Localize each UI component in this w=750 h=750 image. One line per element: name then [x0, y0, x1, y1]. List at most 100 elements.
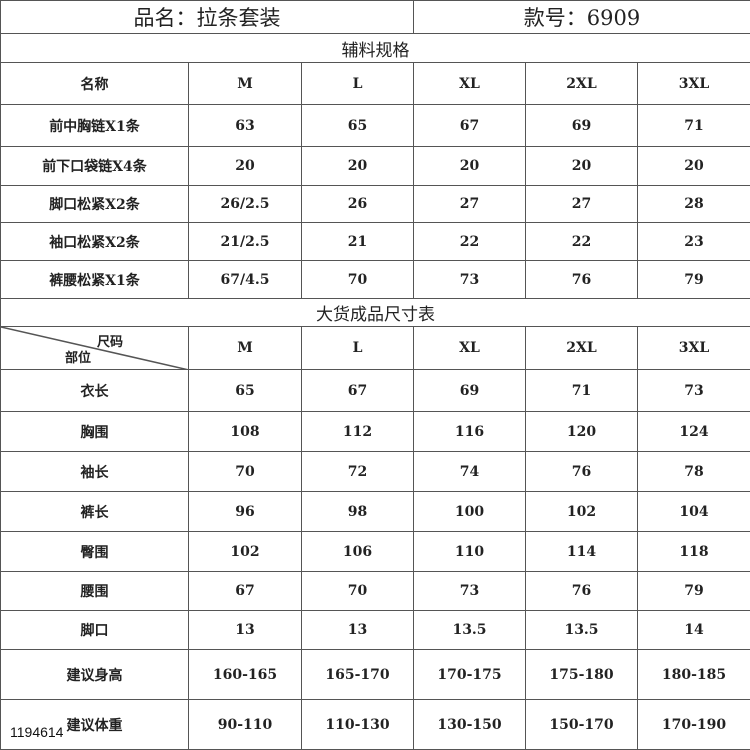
cell: 65	[300, 104, 415, 147]
column-header: 3XL	[637, 62, 750, 105]
cell: 67	[300, 369, 415, 412]
corner-cell: 尺码 部位	[0, 326, 189, 370]
row-label: 袖长	[0, 451, 189, 492]
cell: 72	[300, 451, 415, 492]
cell: 102	[188, 531, 302, 572]
cell: 22	[413, 222, 527, 261]
cell: 76	[525, 451, 639, 492]
cell: 27	[525, 185, 639, 223]
cell: 170-190	[637, 699, 750, 750]
cell: 114	[525, 531, 639, 572]
cell: 170-175	[413, 649, 527, 700]
row-label: 前下口袋链X4条	[0, 146, 189, 186]
cell: 180-185	[637, 649, 750, 700]
cell: 70	[188, 451, 302, 492]
table-row: 前下口袋链X4条 20 20 20 20 20	[0, 146, 750, 186]
sizes-header-row: 尺码 部位 M L XL 2XL 3XL	[0, 326, 750, 370]
cell: 124	[637, 411, 750, 452]
cell: 150-170	[525, 699, 639, 750]
cell: 70	[300, 571, 415, 611]
cell: 130-150	[413, 699, 527, 750]
diagonal-line	[1, 327, 189, 370]
table-row: 前中胸链X1条 63 65 67 69 71	[0, 104, 750, 147]
row-label: 裤腰松紧X1条	[0, 260, 189, 299]
row-label: 裤长	[0, 491, 189, 532]
cell: 26	[300, 185, 415, 223]
cell: 76	[525, 260, 639, 299]
cell: 20	[525, 146, 639, 186]
table-row: 腰围 67 70 73 76 79	[0, 571, 750, 611]
cell: 118	[637, 531, 750, 572]
table-row: 袖长 70 72 74 76 78	[0, 451, 750, 492]
column-header: 2XL	[525, 326, 639, 370]
cell: 73	[637, 369, 750, 412]
cell: 71	[637, 104, 750, 147]
cell: 26/2.5	[188, 185, 302, 223]
cell: 20	[637, 146, 750, 186]
cell: 69	[525, 104, 639, 147]
cell: 74	[413, 451, 527, 492]
cell: 90-110	[188, 699, 302, 750]
cell: 71	[525, 369, 639, 412]
table-row: 建议身高 160-165 165-170 170-175 175-180 180-185	[0, 649, 750, 700]
cell: 20	[300, 146, 415, 186]
cell: 21	[300, 222, 415, 261]
cell: 14	[637, 610, 750, 650]
column-header: 2XL	[525, 62, 639, 105]
cell: 78	[637, 451, 750, 492]
cell: 112	[300, 411, 415, 452]
sizes-title: 大货成品尺寸表	[0, 298, 750, 327]
cell: 110	[413, 531, 527, 572]
column-header: L	[300, 62, 415, 105]
cell: 63	[188, 104, 302, 147]
column-header: M	[188, 62, 302, 105]
cell: 160-165	[188, 649, 302, 700]
section-header: 辅料规格	[0, 33, 750, 63]
cell: 13	[300, 610, 415, 650]
cell: 175-180	[525, 649, 639, 700]
cell: 110-130	[300, 699, 415, 750]
table-row: 臀围 102 106 110 114 118	[0, 531, 750, 572]
row-label: 前中胸链X1条	[0, 104, 189, 147]
cell: 106	[300, 531, 415, 572]
corner-part-label: 部位	[65, 351, 92, 366]
cell: 23	[637, 222, 750, 261]
table-row: 胸围 108 112 116 120 124	[0, 411, 750, 452]
row-label: 脚口松紧X2条	[0, 185, 189, 223]
cell: 104	[637, 491, 750, 532]
table-row: 裤长 96 98 100 102 104	[0, 491, 750, 532]
watermark: 1194614	[10, 724, 64, 740]
table-row: 裤腰松紧X1条 67/4.5 70 73 76 79	[0, 260, 750, 299]
product-name: 品名：拉条套装	[0, 0, 415, 34]
table-row: 脚口 13 13 13.5 13.5 14	[0, 610, 750, 650]
column-header: L	[300, 326, 415, 370]
cell: 102	[525, 491, 639, 532]
cell: 108	[188, 411, 302, 452]
table-row: 脚口松紧X2条 26/2.5 26 27 27 28	[0, 185, 750, 223]
column-header: 名称	[0, 62, 189, 105]
accessories-title: 辅料规格	[0, 33, 750, 63]
table-row: 衣长 65 67 69 71 73	[0, 369, 750, 412]
style-number: 款号：6909	[413, 0, 750, 34]
row-label: 建议身高	[0, 649, 189, 700]
cell: 100	[413, 491, 527, 532]
row-label: 腰围	[0, 571, 189, 611]
cell: 13	[188, 610, 302, 650]
cell: 21/2.5	[188, 222, 302, 261]
cell: 79	[637, 571, 750, 611]
column-header: XL	[413, 326, 527, 370]
accessories-header-row: 名称 M L XL 2XL 3XL	[0, 62, 750, 105]
table-row: 建议体重 90-110 110-130 130-150 150-170 170-190	[0, 699, 750, 750]
cell: 20	[413, 146, 527, 186]
cell: 69	[413, 369, 527, 412]
cell: 20	[188, 146, 302, 186]
column-header: 3XL	[637, 326, 750, 370]
cell: 13.5	[525, 610, 639, 650]
cell: 28	[637, 185, 750, 223]
cell: 116	[413, 411, 527, 452]
cell: 120	[525, 411, 639, 452]
table-row: 袖口松紧X2条 21/2.5 21 22 22 23	[0, 222, 750, 261]
column-header: M	[188, 326, 302, 370]
section-header: 大货成品尺寸表	[0, 298, 750, 327]
cell: 98	[300, 491, 415, 532]
